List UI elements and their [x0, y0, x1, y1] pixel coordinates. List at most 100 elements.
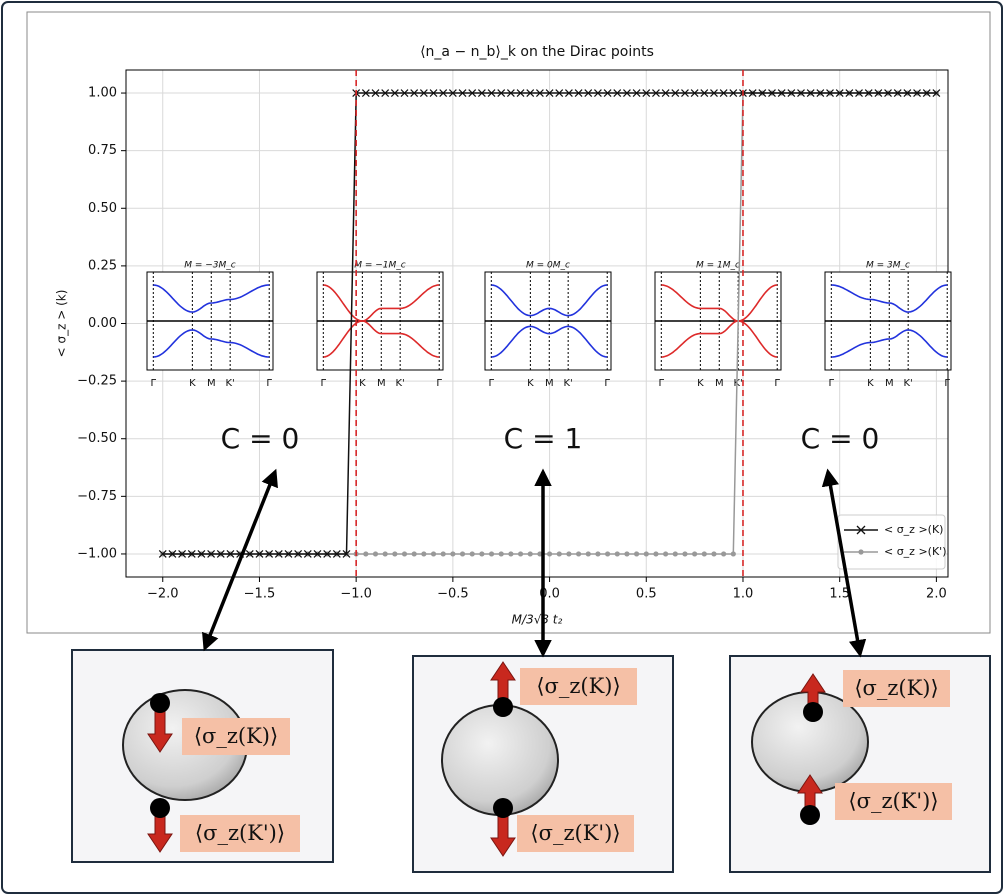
panel: ⟨σ_z(K)⟩ ⟨σ_z(K')⟩ [729, 655, 991, 873]
marker [903, 89, 912, 97]
marker [440, 551, 446, 557]
marker [506, 89, 515, 97]
inset-tick-label: Γ [659, 378, 665, 389]
dirac-point [150, 693, 170, 713]
label-box [520, 668, 637, 705]
x-tick-label: 1.0 [733, 587, 754, 602]
marker [721, 551, 727, 557]
legend-label: < σ_z >(K) [884, 523, 943, 536]
marker [701, 551, 707, 557]
marker [585, 551, 591, 557]
marker [381, 89, 390, 97]
inset-tick-label: M [377, 378, 386, 389]
marker [671, 89, 680, 97]
inset-tick-label: M [715, 378, 724, 389]
marker [419, 89, 428, 97]
y-tick-label: 1.00 [88, 86, 117, 101]
marker [517, 551, 524, 557]
inset: M = −3M_c Γ K M K' Γ [146, 261, 274, 389]
marker [342, 550, 351, 558]
x-tick-label: −1.0 [340, 587, 372, 602]
marker [526, 89, 535, 97]
inset-tick-label: M [885, 378, 894, 389]
dirac-point [800, 805, 820, 825]
marker [623, 89, 631, 97]
inset-tick-label: Γ [266, 378, 272, 389]
marker [390, 89, 399, 97]
marker [893, 89, 902, 97]
panel: ⟨σ_z(K)⟩ ⟨σ_z(K')⟩ [412, 655, 674, 873]
marker [401, 551, 408, 557]
inset-title: M = 0M_c [526, 261, 570, 271]
inset-band [323, 284, 440, 322]
dirac-point [803, 702, 823, 722]
y-tick-label: 0.75 [88, 143, 117, 158]
spin-label: ⟨σ_z(K)⟩ [854, 676, 938, 700]
marker [545, 89, 554, 97]
inset-tick-label: Γ [436, 378, 442, 389]
marker [632, 89, 641, 97]
marker [555, 89, 564, 97]
annotation: C = 1 [504, 422, 583, 455]
inset-band [153, 284, 270, 313]
marker [556, 551, 562, 557]
marker [730, 551, 736, 557]
marker [681, 89, 689, 97]
marker [284, 550, 293, 558]
x-tick-label: −0.5 [437, 587, 469, 602]
marker [710, 89, 718, 97]
marker [748, 89, 757, 97]
marker [797, 89, 805, 97]
inset-tick-label: K [189, 378, 196, 389]
annotation: C = 0 [221, 422, 300, 455]
inset-band [831, 284, 948, 313]
spin-label: ⟨σ_z(K')⟩ [195, 821, 285, 845]
legend-marker [858, 549, 864, 555]
inset-tick-label: K' [226, 378, 235, 389]
inset-tick-label: K' [734, 378, 743, 389]
marker [758, 89, 767, 97]
label-box [180, 815, 300, 852]
marker [642, 89, 651, 97]
marker [624, 551, 630, 557]
marker [187, 550, 196, 558]
inset-band [491, 284, 608, 317]
inset-tick-label: Γ [829, 378, 835, 389]
inset-tick-label: Γ [774, 378, 780, 389]
marker [294, 550, 303, 558]
inset-tick-label: Γ [944, 378, 950, 389]
marker [874, 89, 883, 97]
inset-tick-label: K [359, 378, 366, 389]
spin-label: ⟨σ_z(K)⟩ [536, 674, 620, 698]
dirac-point [150, 798, 170, 818]
marker [594, 89, 602, 97]
inset-band [323, 320, 440, 358]
inset-tick-label: K [697, 378, 704, 389]
marker [487, 89, 496, 97]
label-box [182, 718, 290, 755]
inset-tick-label: Γ [489, 378, 495, 389]
marker [663, 551, 669, 557]
marker [382, 551, 388, 557]
marker [613, 89, 622, 97]
marker [498, 551, 504, 557]
inset-band [661, 320, 778, 358]
connector-arrow [821, 468, 867, 658]
spin-label: ⟨σ_z(K')⟩ [848, 789, 938, 813]
marker [932, 89, 941, 97]
inset-tick-label: K' [904, 378, 913, 389]
marker [653, 551, 659, 557]
marker [303, 550, 312, 558]
inset-band [491, 325, 608, 358]
marker [634, 551, 640, 557]
marker [429, 89, 438, 97]
marker [458, 89, 467, 97]
x-axis-label: M/3√3 t₂ [512, 613, 563, 627]
marker [516, 89, 525, 97]
marker [835, 89, 844, 97]
inset: M = 1M_c Γ K M K' Γ [654, 261, 782, 389]
marker [768, 89, 776, 97]
inset-tick-label: M [545, 378, 554, 389]
marker [546, 551, 553, 557]
